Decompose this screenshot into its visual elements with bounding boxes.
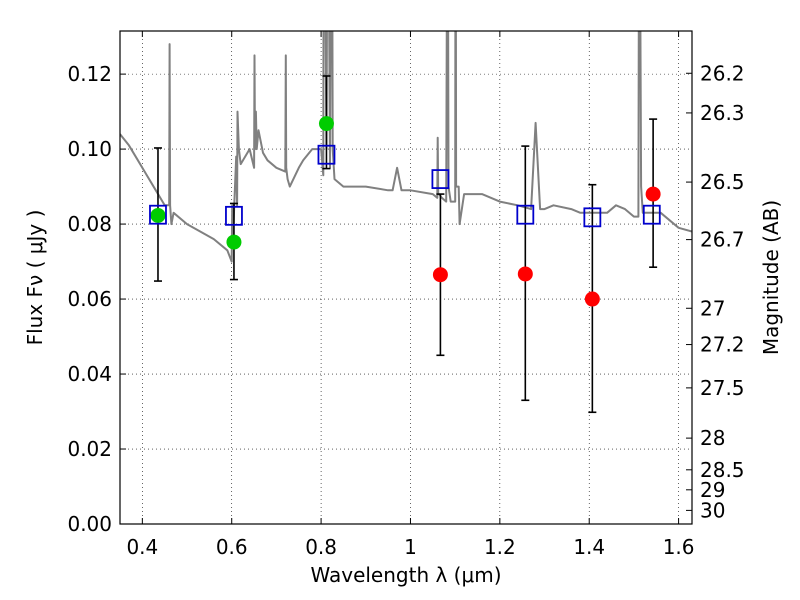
right-tick-label: 26.5: [700, 170, 745, 194]
model-photometry-square: [225, 205, 243, 226]
y-tick-label: 0.08: [67, 212, 112, 236]
y-axis-label: Flux Fν ( μJy ): [23, 210, 47, 346]
model-photometry-square: [149, 204, 167, 225]
y-tick-label: 0.06: [67, 287, 112, 311]
y-tick-label: 0.10: [67, 137, 112, 161]
x-tick-label: 0.8: [305, 535, 337, 559]
marker-layer: [149, 116, 661, 307]
right-axis-label: Magnitude (AB): [759, 200, 783, 355]
detections-point: [150, 207, 166, 223]
model-photometry-square: [317, 144, 336, 165]
y-tick-label: 0.02: [67, 437, 112, 461]
right-tick-label: 28: [700, 426, 725, 450]
y-tick-label: 0.04: [67, 362, 112, 386]
non-detections-point: [584, 291, 600, 307]
model-photometry-square: [431, 169, 450, 189]
model-photometry-square: [583, 207, 602, 228]
x-tick-label: 1.6: [663, 535, 695, 559]
model-photometry-square: [642, 204, 661, 225]
detections-point: [318, 116, 334, 132]
tick-layer: 0.4 0.6 0.8 1 1.2 1.4 1.6 0.00 0.02 0.04 0.06 0.08 0…: [67, 31, 745, 559]
right-tick-label: 26.2: [700, 61, 745, 85]
right-tick-label: 27.2: [700, 333, 745, 357]
right-tick-label: 28.5: [700, 458, 745, 482]
non-detections-point: [517, 266, 533, 282]
plot-frame: [119, 30, 693, 525]
right-tick-label: 29: [700, 478, 725, 502]
grid: [120, 31, 692, 525]
right-tick-label: 26.7: [700, 228, 745, 252]
right-tick-label: 27.5: [700, 376, 745, 400]
x-tick-label: 1.4: [573, 535, 605, 559]
y-tick-label: 0.00: [67, 512, 112, 536]
x-tick-label: 1.2: [484, 535, 516, 559]
spectrum-layer: [120, 31, 692, 263]
model-photometry-square: [516, 204, 535, 225]
x-tick-label: 0.4: [126, 535, 158, 559]
non-detections-point: [645, 186, 661, 202]
right-tick-label: 26.3: [700, 101, 745, 125]
non-detections-point: [432, 267, 448, 283]
x-axis-label: Wavelength λ (μm): [310, 563, 501, 587]
right-tick-label: 30: [700, 498, 725, 522]
x-tick-label: 1: [404, 535, 417, 559]
detections-point: [226, 234, 242, 250]
right-tick-label: 27: [700, 296, 725, 320]
y-tick-label: 0.12: [67, 62, 112, 86]
spectrum-line: [120, 31, 692, 263]
x-tick-label: 0.6: [216, 535, 248, 559]
